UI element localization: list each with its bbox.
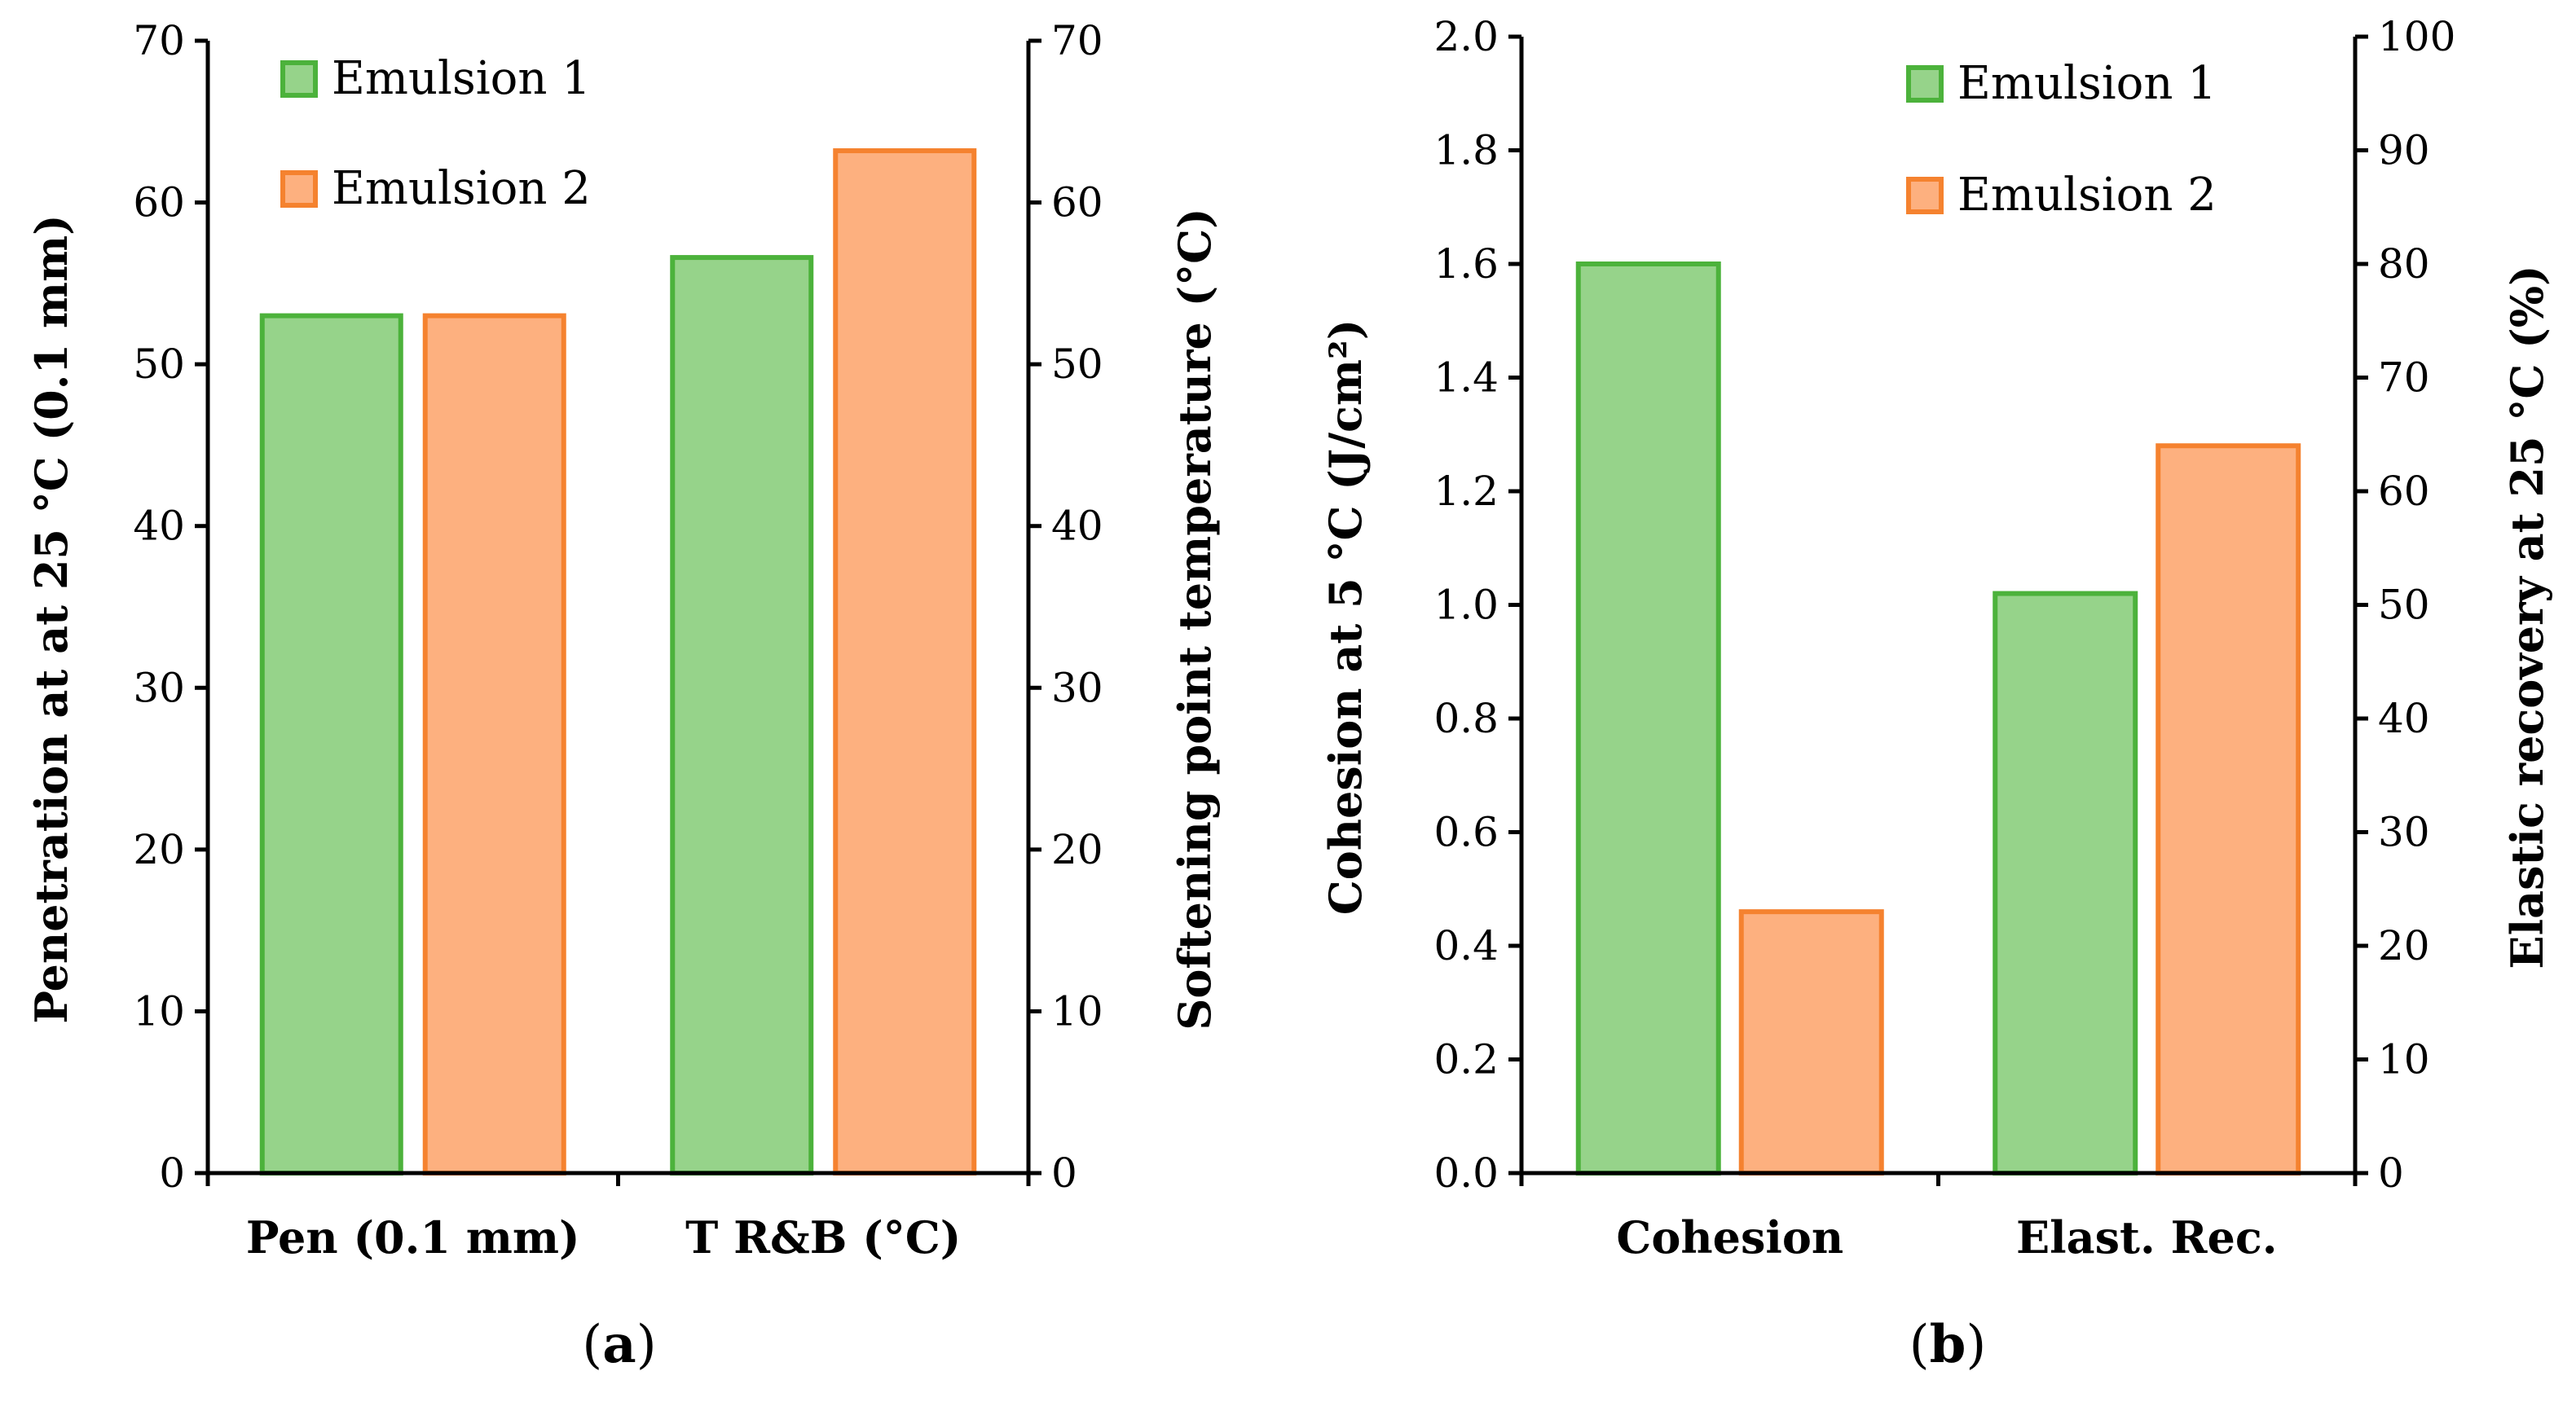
bar-2-0 — [1738, 909, 1884, 1176]
category-label: Cohesion — [1616, 1211, 1843, 1264]
y-tick-label-left: 0.6 — [1433, 809, 1499, 856]
y-tick-label-left: 0 — [159, 1149, 185, 1197]
bar-2-1 — [2155, 443, 2301, 1176]
y-tick-label-right: 60 — [1051, 179, 1103, 226]
y-tick-label-right: 0 — [2378, 1149, 2404, 1197]
legend-swatch-2 — [1906, 177, 1944, 214]
y-tick-label-right: 50 — [2378, 582, 2430, 629]
y-tick-label-left: 0.0 — [1433, 1149, 1499, 1197]
y-axis-title-left: Cohesion at 5 °C (J/cm²) — [1319, 319, 1372, 916]
panel-b-chart: Cohesion Elast. Rec. 0.0 0.2 0.4 0.6 0.8 1.0 1.2… — [1319, 13, 2553, 1375]
y-tick-label-left: 10 — [133, 987, 185, 1035]
panel-a-chart: Pen (0.1 mm) T R&B (°C) 0 10 20 30 40 50 60 70 0 10… — [25, 17, 1221, 1375]
y-tick-label-left: 40 — [133, 503, 185, 550]
category-label: Pen (0.1 mm) — [246, 1211, 580, 1264]
legend-swatch-1 — [1906, 65, 1944, 103]
y-tick-label-left: 30 — [133, 664, 185, 711]
legend-swatch-1 — [280, 60, 318, 98]
y-tick-label-left: 50 — [133, 341, 185, 388]
y-tick-label-right: 60 — [2378, 468, 2430, 515]
panel-label: (a) — [582, 1314, 656, 1375]
y-tick-label-left: 1.6 — [1433, 240, 1499, 288]
y-tick-label-right: 0 — [1051, 1149, 1077, 1197]
y-tick-label-right: 10 — [1051, 987, 1103, 1035]
y-tick-label-left: 2.0 — [1433, 13, 1499, 60]
bar-1-0 — [259, 313, 403, 1176]
legend-label-1: Emulsion 1 — [1957, 57, 2217, 110]
y-tick-label-right: 40 — [2378, 695, 2430, 742]
y-tick-label-right: 70 — [1051, 17, 1103, 64]
category-label: Elast. Rec. — [2016, 1211, 2278, 1264]
y-tick-label-left: 60 — [133, 179, 185, 226]
y-tick-label-right: 20 — [1051, 826, 1103, 873]
panel-label: (b) — [1909, 1314, 1987, 1375]
y-tick-label-right: 70 — [2378, 354, 2430, 402]
y-tick-label-right: 30 — [2378, 809, 2430, 856]
y-tick-label-right: 90 — [2378, 127, 2430, 174]
legend-swatch-2 — [280, 170, 318, 208]
category-label: T R&B (°C) — [685, 1211, 961, 1264]
legend-label-2: Emulsion 2 — [332, 162, 591, 215]
y-axis-title-right: Softening point temperature (°C) — [1169, 208, 1221, 1030]
y-axis-title-right: Elastic recovery at 25 °C (%) — [2501, 265, 2553, 969]
y-tick-label-left: 20 — [133, 826, 185, 873]
y-tick-label-left: 0.2 — [1433, 1036, 1499, 1083]
y-tick-label-left: 1.2 — [1433, 468, 1499, 515]
bar-1-1 — [670, 255, 814, 1176]
bar-1-0 — [1575, 262, 1721, 1176]
y-tick-label-right: 100 — [2378, 13, 2455, 60]
y-tick-label-left: 1.4 — [1433, 354, 1499, 402]
y-axis-title-left: Penetration at at 25 °C (0.1 mm) — [25, 214, 77, 1023]
legend-label-1: Emulsion 1 — [332, 52, 591, 105]
y-tick-label-left: 1.0 — [1433, 582, 1499, 629]
y-tick-label-left: 70 — [133, 17, 185, 64]
legend-label-2: Emulsion 2 — [1957, 169, 2217, 222]
y-tick-label-left: 1.8 — [1433, 127, 1499, 174]
y-tick-label-right: 30 — [1051, 664, 1103, 711]
bar-2-1 — [833, 148, 977, 1176]
y-tick-label-right: 50 — [1051, 341, 1103, 388]
y-tick-label-left: 0.8 — [1433, 695, 1499, 742]
y-tick-label-right: 80 — [2378, 240, 2430, 288]
y-tick-label-right: 20 — [2378, 922, 2430, 969]
y-tick-label-right: 40 — [1051, 503, 1103, 550]
y-tick-label-left: 0.4 — [1433, 922, 1499, 969]
bar-1-1 — [1993, 591, 2138, 1176]
y-tick-label-right: 10 — [2378, 1036, 2430, 1083]
bar-2-0 — [422, 313, 566, 1176]
